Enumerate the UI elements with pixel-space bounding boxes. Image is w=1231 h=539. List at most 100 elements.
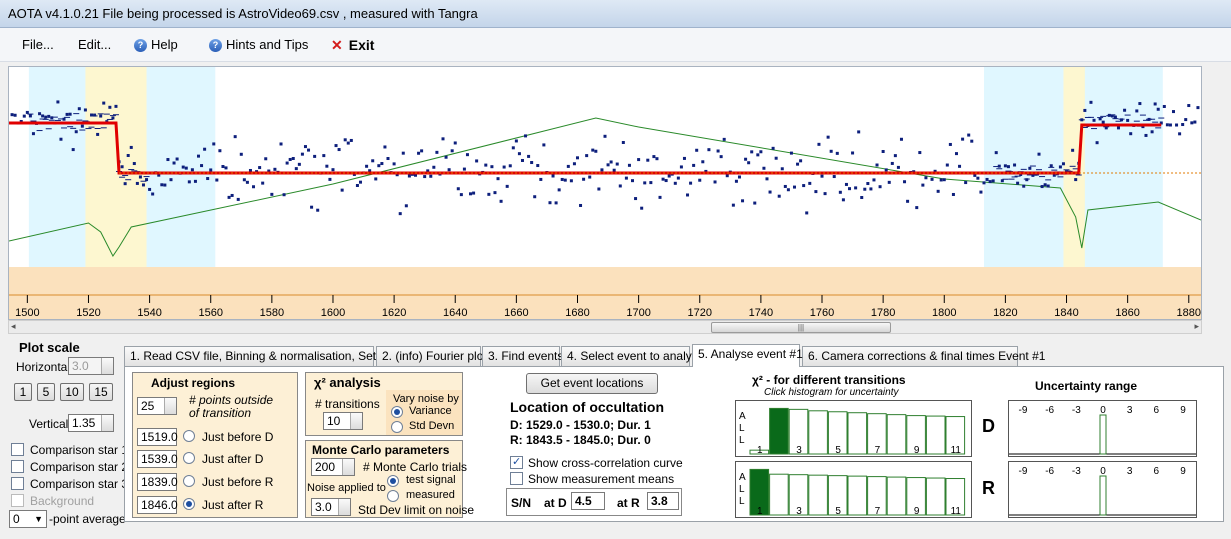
scale-10-button[interactable]: 10: [60, 383, 84, 401]
help-menu[interactable]: ? Help: [134, 35, 178, 55]
scale-5-button[interactable]: 5: [37, 383, 55, 401]
variance-radio[interactable]: [391, 406, 403, 418]
data-point: [945, 163, 949, 167]
data-point: [475, 159, 479, 163]
stddev-radio[interactable]: [391, 421, 403, 433]
show-corr-checkbox[interactable]: [510, 455, 523, 469]
before-r-radio[interactable]: [183, 475, 195, 487]
data-point: [939, 178, 943, 182]
uncertainty-tick: 6: [1154, 466, 1160, 477]
vertical-scale-input[interactable]: 1.35: [68, 414, 114, 432]
data-point: [551, 174, 555, 178]
hints-menu[interactable]: ? Hints and Tips: [209, 35, 308, 55]
before-d-radio[interactable]: [183, 430, 195, 442]
data-point: [634, 197, 638, 201]
data-point: [893, 154, 897, 158]
uncertainty-bar: [1099, 414, 1107, 455]
d-histogram[interactable]: A L L 1 3 5 7 9 11: [735, 400, 972, 457]
r-histogram[interactable]: A L L 1 3 5 7 9 11: [735, 461, 972, 518]
chi2-hist-title: χ² - for different transitions: [752, 373, 906, 387]
data-point: [56, 100, 60, 104]
data-point: [768, 190, 772, 194]
trials-input[interactable]: 200: [311, 458, 355, 476]
data-point: [160, 183, 164, 187]
show-means-checkbox[interactable]: [510, 472, 523, 485]
data-point: [169, 178, 173, 182]
after-r-radio[interactable]: [183, 498, 195, 510]
histogram-bar: [867, 413, 887, 455]
after-d-value[interactable]: 1539.0: [137, 450, 178, 468]
data-point: [673, 181, 677, 185]
data-point: [459, 193, 463, 197]
histogram-bar: [769, 407, 789, 455]
data-points: [10, 100, 1200, 216]
data-point: [114, 104, 118, 108]
scroll-thumb[interactable]: |||: [711, 322, 891, 333]
tab-camera-corrections[interactable]: 6. Camera corrections & final times Even…: [802, 346, 1045, 366]
points-outside-input[interactable]: 25: [137, 397, 177, 415]
after-d-radio[interactable]: [183, 452, 195, 464]
tab-read-csv[interactable]: 1. Read CSV file, Binning & normalisatio…: [124, 346, 402, 366]
scale-1-button[interactable]: 1: [14, 383, 32, 401]
data-point: [31, 132, 35, 136]
uncertainty-tick: -3: [1072, 405, 1081, 416]
tab-select-event[interactable]: 4. Select event to analyse: [561, 346, 704, 366]
data-point: [854, 186, 858, 190]
transitions-input[interactable]: 10: [323, 412, 363, 430]
background-label: Background: [30, 494, 95, 508]
uncertainty-tick: -6: [1045, 405, 1054, 416]
average-select[interactable]: 0 ▼: [9, 510, 47, 528]
comparison-2-label: Comparison star 2: [30, 460, 129, 474]
light-curve-plot[interactable]: 1500 1520 1540 1560 1580 1600 1620 1640 1660 1680…: [8, 66, 1202, 320]
comparison-3-checkbox[interactable]: [11, 477, 24, 490]
file-menu[interactable]: File...: [22, 37, 54, 52]
measured-radio[interactable]: [387, 490, 399, 502]
get-event-locations-button[interactable]: Get event locations: [526, 373, 658, 394]
histogram-bar: [847, 412, 868, 455]
data-point: [215, 178, 219, 182]
window-title: AOTA v4.1.0.21 File being processed is A…: [8, 6, 478, 21]
data-point: [948, 142, 952, 146]
data-point: [187, 180, 191, 184]
comparison-1-checkbox[interactable]: [11, 443, 24, 456]
tab-analyse-event[interactable]: 5. Analyse event #1: [692, 344, 803, 367]
data-point: [203, 147, 207, 151]
tab-fourier[interactable]: 2. (info) Fourier plot: [376, 346, 487, 366]
scroll-right-icon[interactable]: ▸: [1194, 321, 1199, 331]
sd-limit-label: Std Dev limit on noise: [358, 503, 475, 517]
points-outside-label: # points outside of transition: [189, 393, 274, 420]
data-point: [285, 161, 289, 165]
bar-label: 1: [757, 506, 763, 517]
exit-menu[interactable]: ✕ Exit: [331, 35, 374, 55]
data-point: [572, 162, 576, 166]
data-point: [377, 164, 381, 168]
horizontal-scale-input[interactable]: 3.0: [68, 357, 114, 375]
data-point: [96, 132, 100, 136]
data-point: [627, 163, 631, 167]
sd-limit-input[interactable]: 3.0: [311, 498, 351, 516]
data-point: [1104, 126, 1108, 130]
uncertainty-tick: -9: [1019, 405, 1028, 416]
tab-find-events[interactable]: 3. Find events: [482, 346, 563, 366]
data-point: [282, 193, 286, 197]
data-point: [958, 164, 962, 168]
edit-menu[interactable]: Edit...: [78, 37, 112, 52]
data-point: [863, 187, 867, 191]
after-d-label: Just after D: [202, 452, 264, 466]
bar-label: 3: [796, 506, 802, 517]
help-icon: ?: [134, 39, 147, 53]
test-signal-radio[interactable]: [387, 475, 399, 487]
data-point: [1156, 107, 1160, 111]
horizontal-scrollbar[interactable]: ◂ ||| ▸: [8, 320, 1202, 334]
after-r-value[interactable]: 1846.0: [137, 496, 178, 514]
comparison-2-checkbox[interactable]: [11, 460, 24, 473]
before-r-value[interactable]: 1839.0: [137, 473, 178, 491]
data-point: [129, 145, 133, 149]
scroll-left-icon[interactable]: ◂: [11, 321, 16, 331]
data-point: [994, 151, 998, 155]
uncertainty-tick: 3: [1127, 405, 1133, 416]
scale-15-button[interactable]: 15: [89, 383, 113, 401]
background-checkbox[interactable]: [11, 494, 24, 507]
data-point: [404, 204, 408, 208]
before-d-value[interactable]: 1519.0: [137, 428, 178, 446]
